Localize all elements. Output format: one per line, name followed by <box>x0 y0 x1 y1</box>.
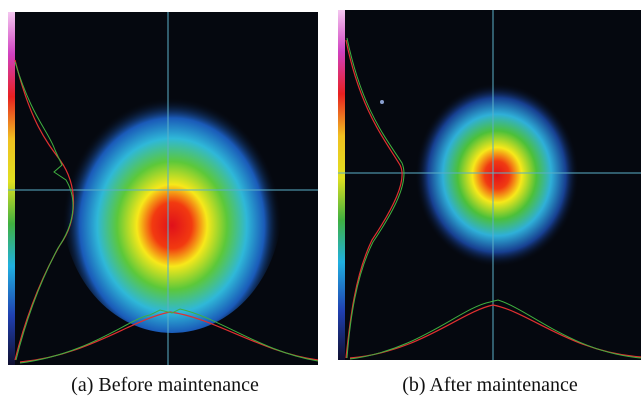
horizontal-profile <box>349 304 642 359</box>
panel-b <box>338 10 642 360</box>
color-scale <box>338 10 345 360</box>
vertical-profile <box>345 39 403 359</box>
color-scale <box>8 12 15 365</box>
vertical-profile-measured <box>346 37 405 359</box>
horizontal-profile-measured <box>349 299 642 360</box>
beam-spot <box>62 77 282 333</box>
vertical-profile-measured <box>14 61 74 361</box>
horizontal-profile-measured <box>19 308 319 364</box>
caption: (b) After maintenance <box>402 374 578 396</box>
panel-a <box>8 12 319 365</box>
caption: (a) Before maintenance <box>71 374 259 396</box>
beam-spot <box>415 83 579 267</box>
speck <box>380 100 384 104</box>
